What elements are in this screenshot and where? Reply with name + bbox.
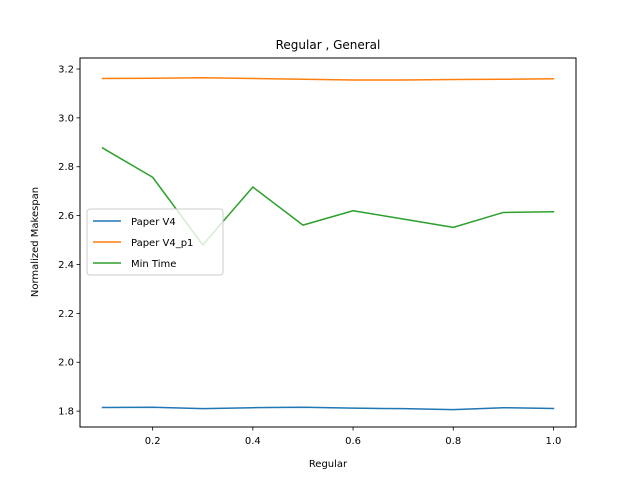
- y-tick-label: 1.8: [58, 407, 74, 418]
- x-tick-label: 0.2: [145, 436, 161, 447]
- y-axis-label: Normalized Makespan: [30, 187, 41, 297]
- y-tick-label: 3.0: [58, 113, 74, 124]
- legend-label-1: Paper V4_p1: [131, 238, 193, 249]
- x-axis-ticks: 0.2 0.4 0.6 0.8 1.0: [145, 427, 562, 447]
- y-axis-ticks: 1.8 2.0 2.2 2.4 2.6 2.8 3.0 3.2: [58, 64, 80, 418]
- x-tick-label: 0.4: [245, 436, 261, 447]
- legend-label-0: Paper V4: [131, 217, 176, 228]
- x-tick-label: 1.0: [546, 436, 562, 447]
- y-tick-label: 2.4: [58, 260, 74, 271]
- legend: Paper V4 Paper V4_p1 Min Time: [86, 208, 224, 276]
- y-tick-label: 2.6: [58, 211, 74, 222]
- series-line-0: [101, 406, 555, 411]
- y-tick-label: 3.2: [58, 64, 74, 75]
- x-axis-label: Regular: [309, 459, 348, 470]
- legend-label-2: Min Time: [131, 259, 176, 270]
- chart-title: Regular , General: [276, 38, 381, 52]
- y-tick-label: 2.2: [58, 309, 74, 320]
- y-tick-label: 2.0: [58, 358, 74, 369]
- legend-box: [86, 208, 224, 276]
- x-tick-label: 0.8: [445, 436, 461, 447]
- series-line-1: [101, 77, 555, 81]
- plot-frame: [79, 57, 577, 428]
- x-tick-label: 0.6: [345, 436, 361, 447]
- y-tick-label: 2.8: [58, 162, 74, 173]
